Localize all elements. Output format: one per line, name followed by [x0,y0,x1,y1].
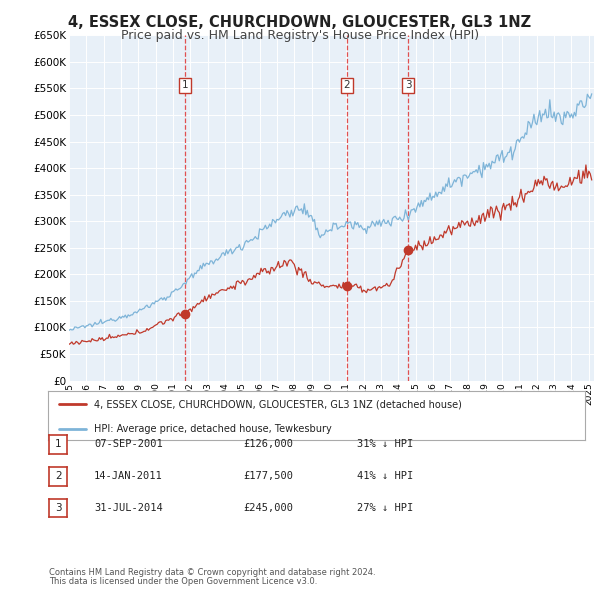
Text: 1: 1 [55,440,62,449]
Text: £126,000: £126,000 [243,440,293,449]
Text: 07-SEP-2001: 07-SEP-2001 [94,440,163,449]
Text: 4, ESSEX CLOSE, CHURCHDOWN, GLOUCESTER, GL3 1NZ: 4, ESSEX CLOSE, CHURCHDOWN, GLOUCESTER, … [68,15,532,30]
Text: 27% ↓ HPI: 27% ↓ HPI [357,503,413,513]
Text: HPI: Average price, detached house, Tewkesbury: HPI: Average price, detached house, Tewk… [94,424,331,434]
Text: 4, ESSEX CLOSE, CHURCHDOWN, GLOUCESTER, GL3 1NZ (detached house): 4, ESSEX CLOSE, CHURCHDOWN, GLOUCESTER, … [94,399,461,409]
Text: 2: 2 [344,80,350,90]
Text: This data is licensed under the Open Government Licence v3.0.: This data is licensed under the Open Gov… [49,578,317,586]
Text: 3: 3 [405,80,412,90]
Text: 14-JAN-2011: 14-JAN-2011 [94,471,163,481]
Text: 2: 2 [55,471,62,481]
Text: 1: 1 [182,80,188,90]
Text: £245,000: £245,000 [243,503,293,513]
Text: 31-JUL-2014: 31-JUL-2014 [94,503,163,513]
Text: £177,500: £177,500 [243,471,293,481]
Text: 31% ↓ HPI: 31% ↓ HPI [357,440,413,449]
Text: 3: 3 [55,503,62,513]
Text: Price paid vs. HM Land Registry's House Price Index (HPI): Price paid vs. HM Land Registry's House … [121,30,479,42]
Text: 41% ↓ HPI: 41% ↓ HPI [357,471,413,481]
Text: Contains HM Land Registry data © Crown copyright and database right 2024.: Contains HM Land Registry data © Crown c… [49,568,376,577]
